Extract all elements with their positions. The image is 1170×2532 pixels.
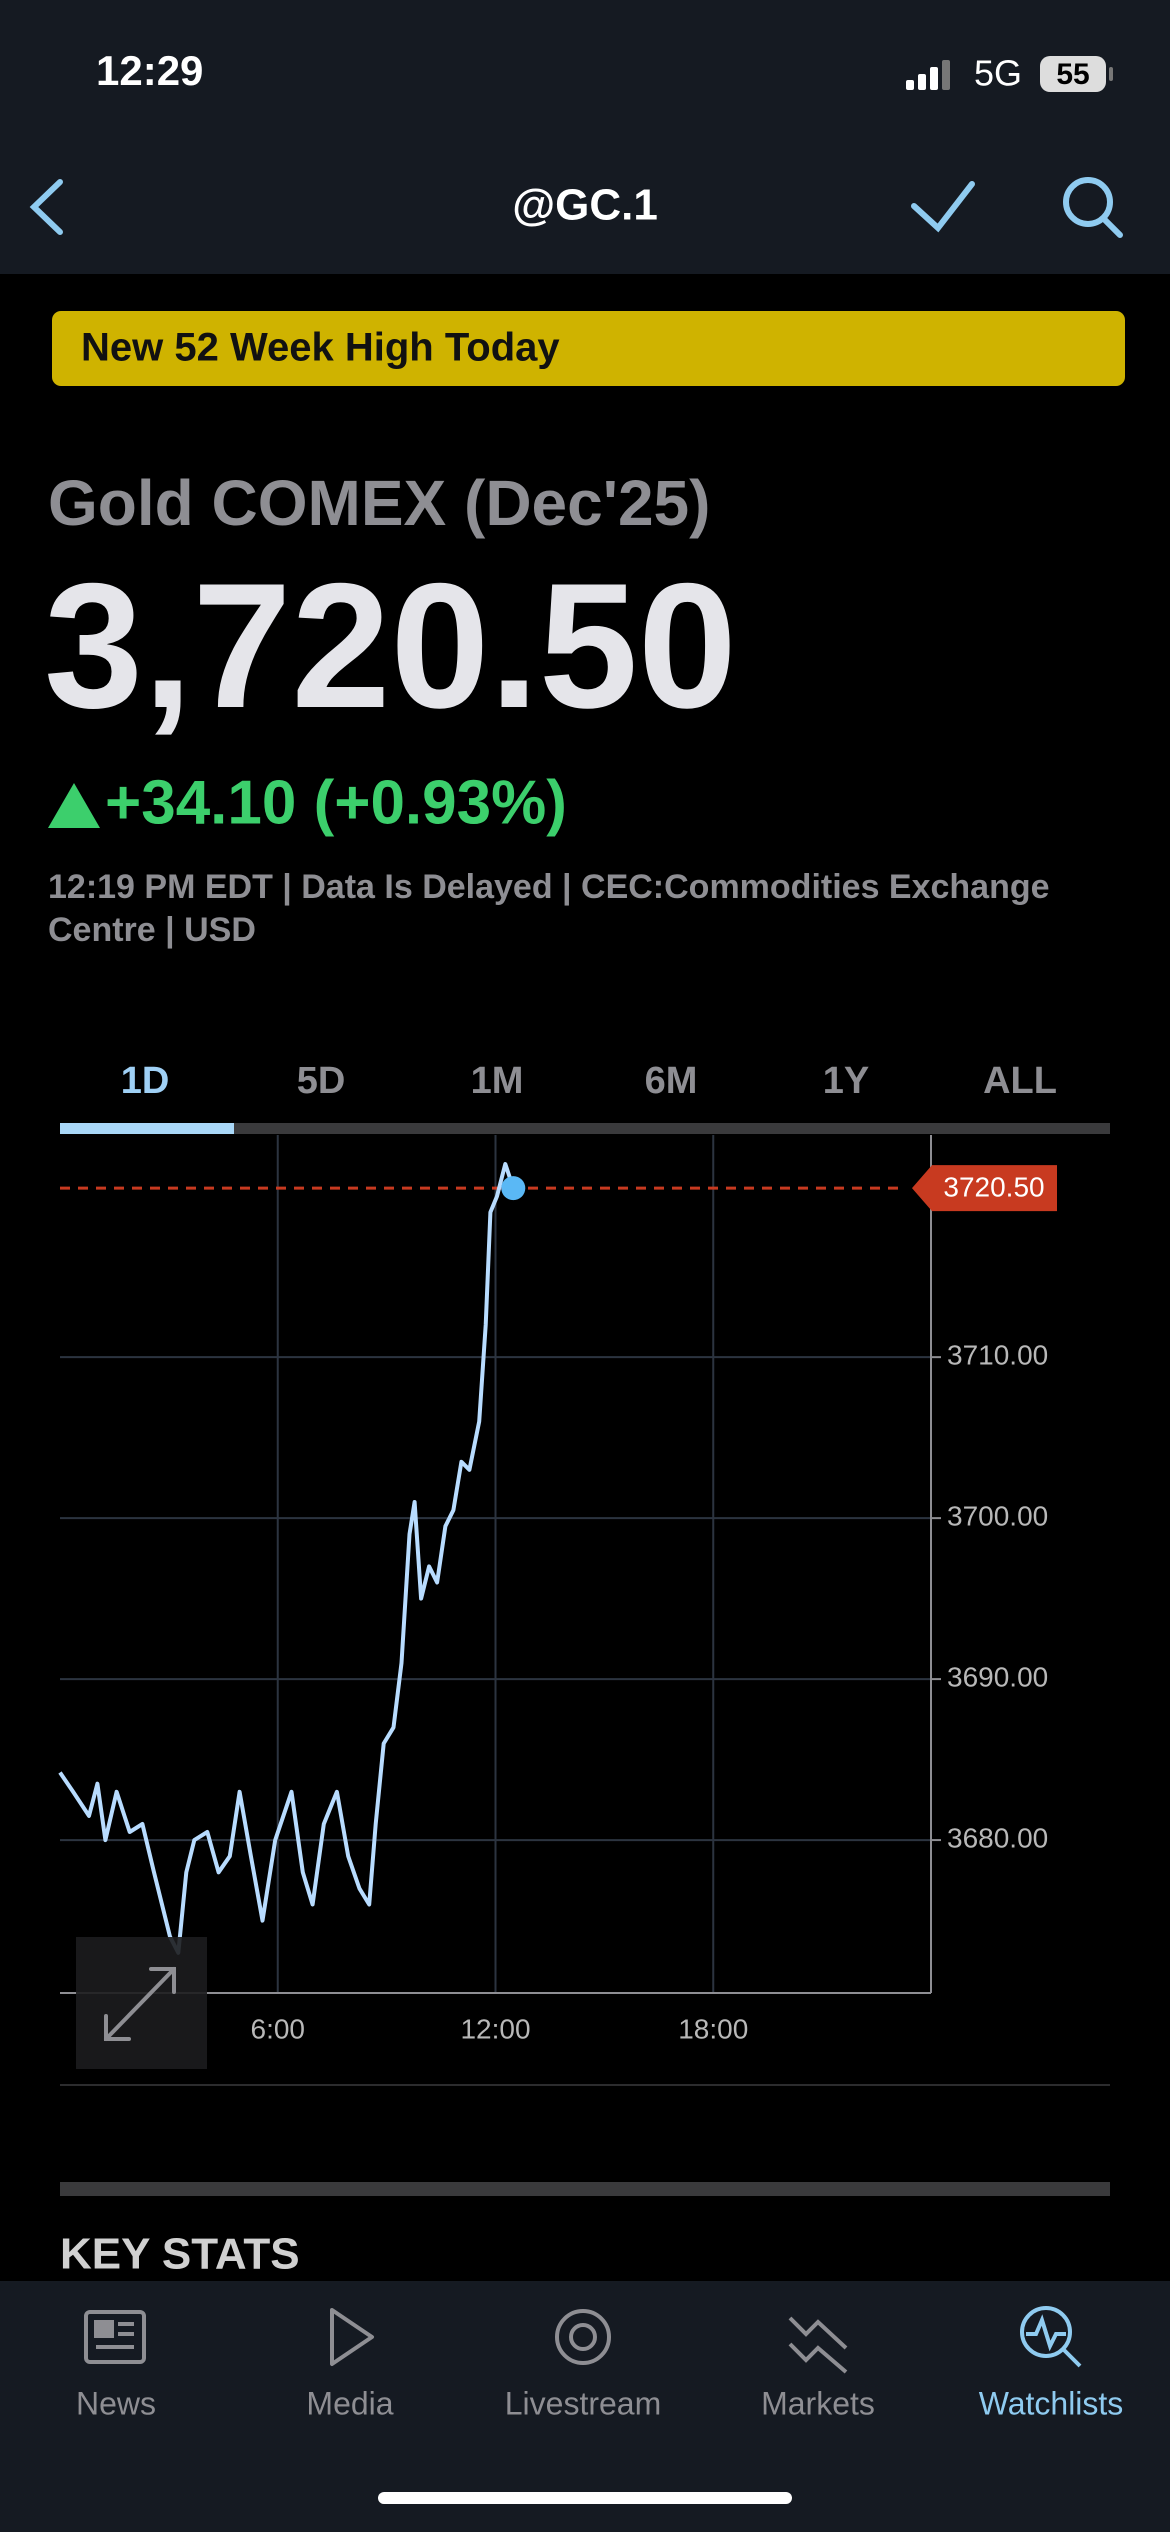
tab-indicator [60,1123,234,1134]
battery-icon [1040,56,1106,92]
y-tick-label: 3680.00 [947,1822,1048,1853]
range-tabs: 1D 5D 1M 6M 1Y ALL [60,1060,1110,1134]
range-tab[interactable]: ALL [983,1060,1057,1102]
expand-icon [104,1967,176,2041]
tab-label[interactable]: Media [306,2385,393,2421]
range-tab[interactable]: 1M [471,1060,524,1102]
last-point [501,1176,526,1201]
quote-info: 12:19 PM EDT | Data Is Delayed | CEC:Com… [48,868,1050,949]
y-tick-label: 3690.00 [947,1661,1048,1692]
battery-level: 55 [1056,58,1089,91]
markets-icon [788,2316,848,2374]
range-tab[interactable]: 6M [645,1060,698,1102]
tab-label[interactable]: Markets [761,2385,875,2421]
price-line [58,1162,516,1955]
range-tab[interactable]: 1Y [823,1060,869,1102]
tab-bar [0,2281,1170,2532]
signal-icon [906,60,950,90]
home-indicator [378,2492,792,2504]
nav-title: @GC.1 [512,181,658,230]
back-button[interactable] [29,179,63,235]
section-divider [60,2182,1110,2196]
instrument-name: Gold COMEX (Dec'25) [48,467,710,539]
up-arrow [48,783,100,828]
search-button[interactable] [1063,177,1123,238]
price-chart: 3680.00 3690.00 3700.00 3710.00 6:00 12:00 18:… [58,1135,1057,2044]
price-tag-label: 3720.50 [943,1172,1044,1203]
tab-label[interactable]: News [76,2385,156,2421]
check-button[interactable] [911,181,975,233]
news-icon [84,2310,146,2364]
x-tick-label: 6:00 [251,2013,306,2044]
watchlists-icon [1020,2306,1082,2368]
battery-tip [1109,67,1113,81]
section-title: KEY STATS [60,2230,300,2279]
price: 3,720.50 [44,546,737,745]
range-tab[interactable]: 5D [297,1060,346,1102]
tab-label[interactable]: Watchlists [979,2385,1124,2421]
tab-bar-items: News Media Livestream Markets Watchlists [76,2306,1124,2421]
price-change: +34.10 (+0.93%) [105,768,567,837]
x-tick-label: 18:00 [678,2013,748,2044]
x-tick-label: 12:00 [460,2013,530,2044]
range-tab[interactable]: 1D [121,1060,170,1102]
y-tick-label: 3700.00 [947,1501,1048,1532]
tab-track [60,1123,1110,1134]
media-icon [330,2308,374,2366]
livestream-icon [555,2309,611,2365]
status-time: 12:29 [96,47,203,94]
y-tick-label: 3710.00 [947,1340,1048,1371]
network-label: 5G [974,53,1022,94]
header-bg [0,0,1170,274]
banner-text: New 52 Week High Today [81,326,560,370]
banner [52,311,1125,386]
price-tag [912,1165,1057,1212]
tab-label[interactable]: Livestream [505,2385,662,2421]
